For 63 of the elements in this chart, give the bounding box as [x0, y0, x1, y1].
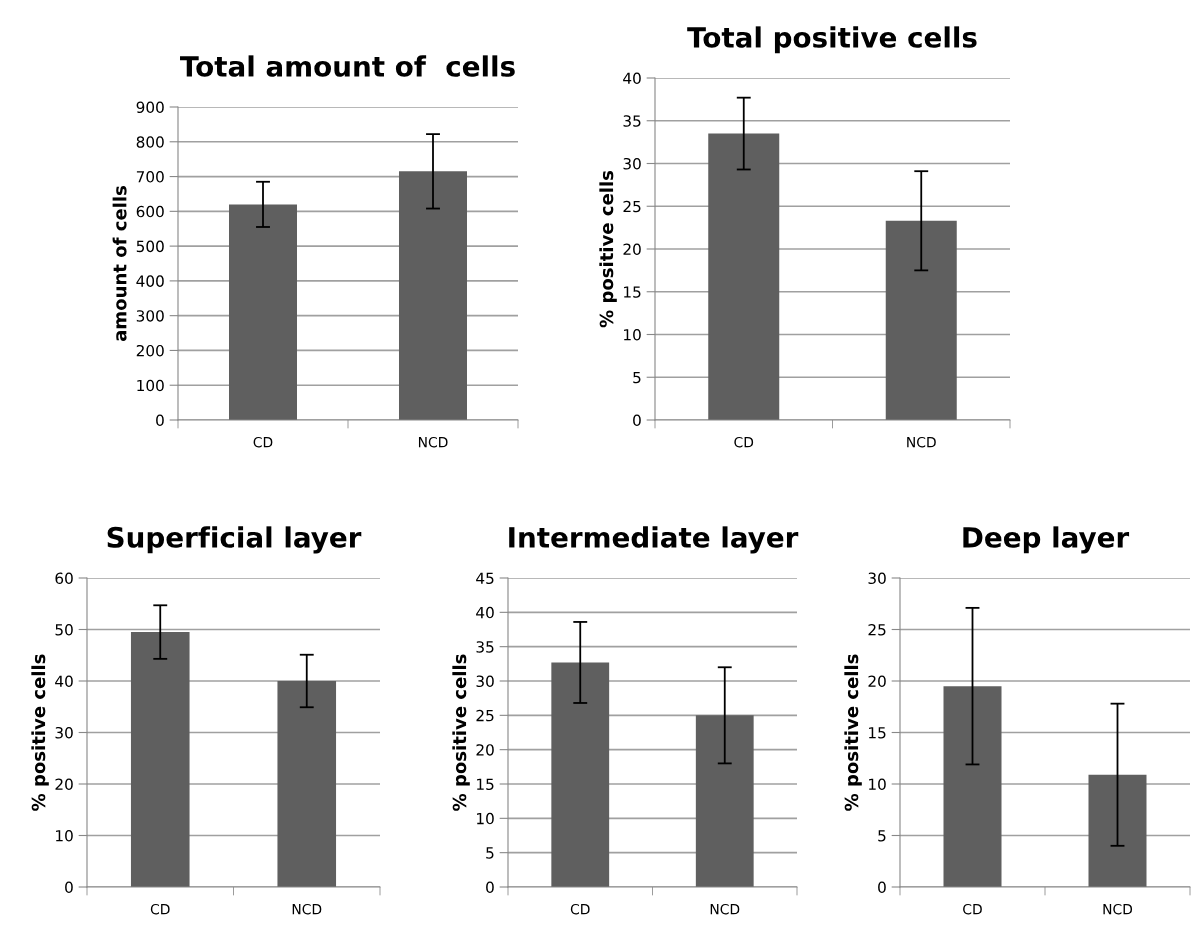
- y-axis-title: % positive cells: [452, 654, 470, 811]
- y-tick-label: 5: [878, 830, 886, 842]
- chart-title: Intermediate layer: [509, 526, 799, 554]
- y-tick-label: 40: [55, 675, 73, 688]
- y-tick-label: 800: [136, 136, 164, 148]
- x-tick-label: CD: [150, 903, 170, 915]
- y-tick-label: 15: [477, 778, 494, 791]
- y-tick-label: 10: [56, 829, 73, 842]
- y-tick-label: 15: [624, 286, 641, 298]
- y-tick-label: 200: [136, 344, 164, 357]
- y-tick-label: 25: [476, 709, 494, 722]
- y-tick-label: 400: [136, 275, 164, 287]
- y-tick-label: 40: [623, 72, 641, 85]
- y-tick-label: 300: [136, 310, 164, 322]
- y-tick-label: 0: [486, 881, 494, 894]
- y-tick-label: 900: [136, 101, 164, 114]
- y-tick-label: 40: [476, 606, 494, 619]
- y-tick-label: 15: [869, 727, 886, 739]
- x-tick-label: NCD: [418, 436, 448, 448]
- y-tick-label: 35: [623, 115, 641, 127]
- y-tick-label: 0: [156, 414, 164, 427]
- y-axis-title: % positive cells: [599, 170, 617, 328]
- y-tick-label: 30: [476, 675, 494, 688]
- x-tick-label: CD: [963, 903, 982, 915]
- y-tick-label: 35: [476, 641, 494, 653]
- y-tick-label: 45: [476, 572, 494, 585]
- y-axis-title: % positive cells: [844, 654, 862, 811]
- y-tick-label: 20: [55, 778, 73, 791]
- y-tick-label: 0: [633, 414, 641, 427]
- y-tick-label: 600: [136, 205, 164, 218]
- y-tick-label: 20: [868, 675, 886, 688]
- x-tick-label: NCD: [1103, 903, 1133, 915]
- x-tick-label: NCD: [292, 903, 322, 915]
- y-tick-label: 50: [55, 623, 73, 636]
- y-tick-label: 100: [137, 379, 164, 392]
- x-tick-label: NCD: [907, 436, 936, 448]
- y-tick-label: 60: [55, 572, 73, 585]
- y-tick-label: 5: [633, 371, 641, 384]
- y-axis-title: % positive cells: [31, 654, 49, 811]
- y-tick-label: 20: [623, 243, 641, 256]
- chart-title: Superficial layer: [107, 526, 362, 554]
- chart-title: Total positive cells: [687, 26, 977, 54]
- y-tick-label: 10: [624, 328, 641, 341]
- y-tick-label: 20: [476, 744, 494, 756]
- y-tick-label: 30: [623, 157, 641, 170]
- y-tick-label: 10: [869, 778, 886, 791]
- y-tick-label: 10: [477, 812, 494, 825]
- y-tick-label: 0: [878, 881, 886, 894]
- y-tick-label: 25: [868, 623, 886, 636]
- x-tick-label: CD: [570, 903, 590, 915]
- chart-title: Total amount of cells: [180, 55, 515, 77]
- y-tick-label: 25: [623, 200, 641, 213]
- y-axis-title: amount of cells: [112, 186, 127, 342]
- chart-title: Deep layer: [963, 526, 1130, 554]
- y-tick-label: 500: [136, 240, 164, 253]
- y-tick-label: 5: [486, 847, 494, 859]
- x-tick-label: CD: [253, 436, 273, 448]
- x-tick-label: CD: [734, 436, 754, 448]
- y-tick-label: 30: [55, 726, 73, 739]
- x-tick-label: NCD: [710, 903, 740, 915]
- y-tick-label: 700: [136, 171, 164, 183]
- y-tick-label: 0: [65, 881, 73, 894]
- y-tick-label: 30: [868, 572, 886, 585]
